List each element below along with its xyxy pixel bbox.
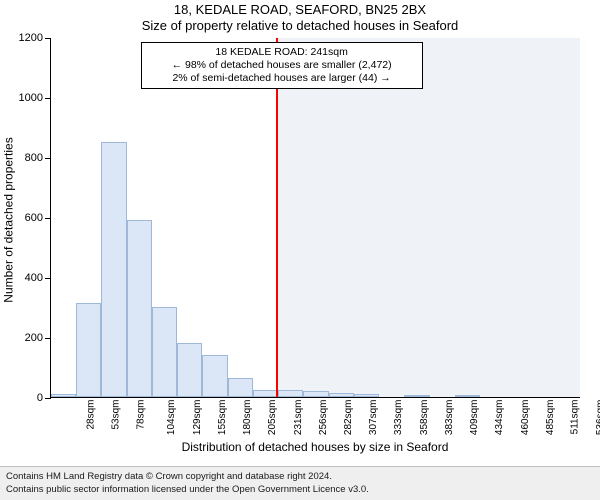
y-tick-label: 600 (11, 212, 43, 224)
annotation-line2: ← 98% of detached houses are smaller (2,… (147, 59, 417, 72)
title-address: 18, KEDALE ROAD, SEAFORD, BN25 2BX (0, 2, 600, 17)
x-tick-label: 155sqm (217, 400, 228, 436)
footer-line2: Contains public sector information licen… (6, 484, 594, 496)
histogram-bar (455, 395, 480, 397)
y-tick (45, 278, 51, 279)
x-tick-label: 333sqm (394, 400, 405, 436)
y-tick-label: 0 (11, 392, 43, 404)
annotation-box: 18 KEDALE ROAD: 241sqm ← 98% of detached… (141, 42, 423, 89)
y-tick (45, 98, 51, 99)
histogram-bar (127, 220, 152, 397)
footer-attribution: Contains HM Land Registry data © Crown c… (0, 466, 600, 500)
x-tick-label: 409sqm (469, 400, 480, 436)
x-tick-label: 485sqm (545, 400, 556, 436)
x-tick-label: 460sqm (520, 400, 531, 436)
x-tick-label: 180sqm (242, 400, 253, 436)
x-tick-label: 256sqm (318, 400, 329, 436)
x-tick-label: 28sqm (85, 400, 96, 430)
x-tick-label: 205sqm (267, 400, 278, 436)
histogram-bar (177, 343, 202, 397)
y-tick-label: 400 (11, 272, 43, 284)
histogram-bar (354, 394, 379, 397)
x-axis-label: Distribution of detached houses by size … (50, 440, 580, 454)
histogram-bar (101, 142, 126, 397)
histogram-bar (278, 390, 303, 397)
plot-area: 18 KEDALE ROAD: 241sqm ← 98% of detached… (50, 38, 580, 398)
x-tick-label: 383sqm (444, 400, 455, 436)
x-tick-label: 536sqm (595, 400, 600, 436)
y-tick (45, 338, 51, 339)
histogram-bar (404, 395, 429, 397)
histogram-bar (329, 393, 354, 397)
histogram-bar (303, 391, 328, 397)
x-tick-label: 511sqm (569, 400, 580, 435)
y-tick-label: 1000 (11, 92, 43, 104)
x-tick-label: 53sqm (110, 400, 121, 430)
y-tick-label: 1200 (11, 32, 43, 44)
annotation-line1: 18 KEDALE ROAD: 241sqm (147, 46, 417, 59)
histogram-bar (76, 303, 101, 398)
histogram-bar (253, 390, 278, 398)
x-tick-label: 129sqm (192, 400, 203, 436)
y-tick (45, 38, 51, 39)
annotation-line3: 2% of semi-detached houses are larger (4… (147, 72, 417, 85)
subject-property-line (276, 38, 278, 397)
histogram-bars (51, 38, 580, 397)
histogram-bar (51, 394, 76, 397)
x-tick-label: 104sqm (166, 400, 177, 436)
histogram-bar (202, 355, 227, 397)
x-tick-label: 231sqm (293, 400, 304, 436)
histogram-bar (228, 378, 253, 398)
x-tick-label: 78sqm (136, 400, 147, 430)
chart-container: 18, KEDALE ROAD, SEAFORD, BN25 2BX Size … (0, 0, 600, 500)
title-subtitle: Size of property relative to detached ho… (0, 18, 600, 33)
y-tick-label: 800 (11, 152, 43, 164)
histogram-bar (152, 307, 177, 397)
x-tick-label: 282sqm (343, 400, 354, 436)
y-tick (45, 218, 51, 219)
footer-line1: Contains HM Land Registry data © Crown c… (6, 471, 594, 483)
x-tick-label: 358sqm (419, 400, 430, 436)
y-tick-label: 200 (11, 332, 43, 344)
y-tick (45, 398, 51, 399)
y-tick (45, 158, 51, 159)
x-tick-label: 434sqm (495, 400, 506, 436)
x-tick-label: 307sqm (368, 400, 379, 436)
